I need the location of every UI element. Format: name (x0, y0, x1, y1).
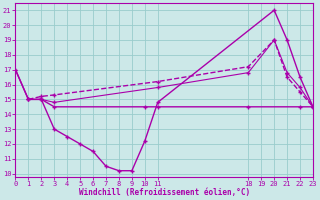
X-axis label: Windchill (Refroidissement éolien,°C): Windchill (Refroidissement éolien,°C) (79, 188, 250, 197)
